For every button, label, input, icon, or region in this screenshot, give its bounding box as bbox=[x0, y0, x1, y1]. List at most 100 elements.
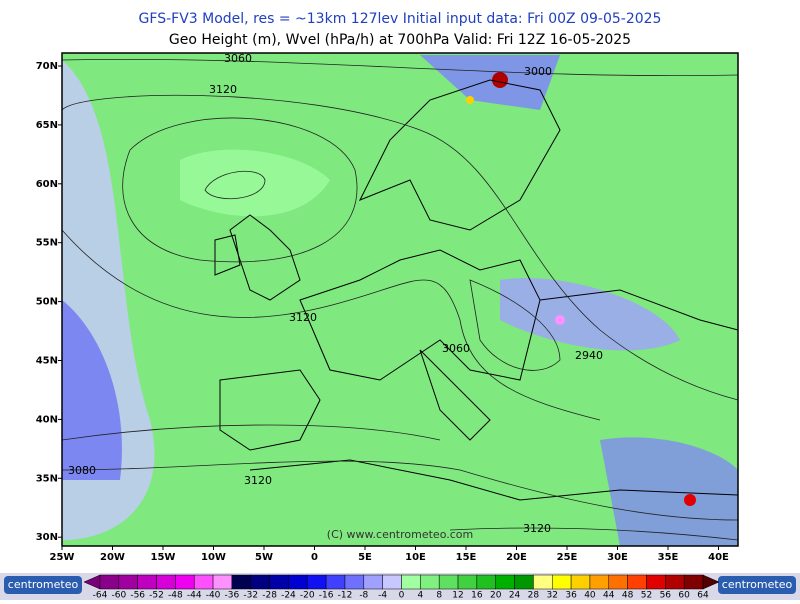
colorbar-label: -16 bbox=[319, 591, 334, 601]
colorbar-box bbox=[438, 574, 459, 590]
colorbar-box bbox=[193, 574, 214, 590]
colorbar-box bbox=[570, 574, 591, 590]
subtitle-line: Geo Height (m), Wvel (hPa/h) at 700hPa V… bbox=[169, 32, 631, 48]
map-frame bbox=[61, 52, 739, 547]
colorbar-box bbox=[533, 574, 553, 590]
logo-text: centrometeo bbox=[722, 578, 793, 591]
colorbar-box bbox=[552, 574, 572, 590]
contour-line bbox=[61, 424, 441, 441]
contour-line bbox=[449, 527, 739, 541]
contour-label: 3120 bbox=[523, 522, 551, 535]
colorbar-label: -40 bbox=[206, 591, 221, 601]
colorbar-box bbox=[137, 574, 157, 590]
colorbar-box bbox=[476, 574, 496, 590]
colorbar-label: -48 bbox=[168, 591, 183, 601]
colorbar-label: -8 bbox=[359, 591, 368, 601]
contour-line bbox=[61, 460, 739, 521]
colorbar-box bbox=[363, 574, 383, 590]
contour-label: 3060 bbox=[442, 342, 470, 355]
lon-label: 10E bbox=[405, 552, 426, 563]
colorbar-label: 36 bbox=[565, 591, 577, 601]
coastline bbox=[214, 234, 241, 276]
contour-line bbox=[469, 279, 561, 371]
lat-label: 40N bbox=[36, 414, 58, 425]
colorbar-label: 48 bbox=[622, 591, 634, 601]
lon-label: 15W bbox=[151, 552, 176, 563]
colorbar-label: 0 bbox=[399, 591, 405, 601]
colorbar-label: 64 bbox=[697, 591, 709, 601]
colorbar-label: -60 bbox=[111, 591, 126, 601]
contour-label: 3120 bbox=[289, 311, 317, 324]
lat-label: 45N bbox=[36, 356, 58, 367]
coastlines bbox=[214, 79, 739, 501]
title-line: GFS-FV3 Model, res = ~13km 127lev Initia… bbox=[139, 11, 662, 27]
contour-line bbox=[204, 170, 266, 200]
colorbar: -64 -60 -56 -52 -48 -4 4 -40 -36 -32 -28 -24 -20 -16 -… bbox=[83, 574, 720, 601]
colorbar-label: 40 bbox=[584, 591, 596, 601]
colorbar-label: -64 bbox=[93, 591, 108, 601]
colorbar-box bbox=[495, 574, 515, 590]
colorbar-box bbox=[307, 574, 327, 590]
colorbar-box bbox=[99, 574, 120, 590]
colorbar-label: 56 bbox=[660, 591, 672, 601]
lon-label: 0 bbox=[311, 552, 318, 563]
colorbar-box bbox=[420, 574, 440, 590]
pattern-area bbox=[180, 149, 330, 217]
contour-label: 3000 bbox=[524, 65, 552, 78]
colorbar-label: 32 bbox=[547, 591, 558, 601]
lon-label: 20W bbox=[100, 552, 125, 563]
contour-label: 3120 bbox=[244, 474, 272, 487]
colorbar-label: -24 bbox=[281, 591, 296, 601]
colorbar-box bbox=[250, 574, 270, 590]
colorbar-label: -20 bbox=[300, 591, 315, 601]
logo-right: centrometeo bbox=[718, 576, 796, 594]
colorbar-box bbox=[288, 574, 308, 590]
pattern-spot bbox=[466, 96, 474, 104]
colorbar-box bbox=[156, 574, 176, 590]
contour-line bbox=[61, 58, 739, 77]
colorbar-label: -32 bbox=[243, 591, 258, 601]
lat-label: 30N bbox=[36, 532, 58, 543]
pattern-spot bbox=[555, 315, 565, 325]
colorbar-label: -28 bbox=[262, 591, 277, 601]
lon-label: 40E bbox=[708, 552, 729, 563]
contour-label: 2940 bbox=[575, 349, 603, 362]
lon-label: 15E bbox=[456, 552, 477, 563]
colorbar-label: -36 bbox=[225, 591, 240, 601]
colorbar-label: 4 bbox=[417, 591, 423, 601]
lat-label: 60N bbox=[36, 179, 58, 190]
colorbar-box bbox=[608, 574, 628, 590]
colorbar-label: -4 bbox=[378, 591, 387, 601]
colorbar-label: 8 bbox=[436, 591, 442, 601]
lon-label: 5W bbox=[255, 552, 273, 563]
map-area bbox=[61, 52, 739, 547]
colorbar-box bbox=[665, 574, 685, 590]
colorbar-box bbox=[514, 574, 534, 590]
colorbar-box bbox=[175, 574, 195, 590]
colorbar-box bbox=[344, 574, 365, 590]
colorbar-label: -56 bbox=[130, 591, 145, 601]
lon-label: 5E bbox=[358, 552, 372, 563]
lat-label: 50N bbox=[36, 297, 58, 308]
colorbar-box bbox=[212, 574, 233, 590]
coastline bbox=[419, 349, 491, 441]
colorbar-label: -52 bbox=[149, 591, 164, 601]
colorbar-label: 28 bbox=[528, 591, 540, 601]
contour-label: 3120 bbox=[209, 83, 237, 96]
coastline bbox=[358, 79, 561, 231]
colorbar-label: 12 bbox=[452, 591, 463, 601]
pattern-area bbox=[500, 278, 680, 351]
lon-label: 10W bbox=[201, 552, 226, 563]
pattern-spot bbox=[684, 494, 696, 506]
coastline bbox=[299, 249, 541, 381]
lon-label: 30E bbox=[607, 552, 628, 563]
contour-line bbox=[61, 94, 739, 401]
lon-label: 25W bbox=[50, 552, 75, 563]
colorbar-box bbox=[627, 574, 647, 590]
lon-label: 20E bbox=[506, 552, 527, 563]
colorbar-box bbox=[325, 574, 346, 590]
colorbar-box bbox=[589, 574, 610, 590]
contour-line bbox=[122, 117, 358, 263]
coastline bbox=[539, 289, 739, 331]
